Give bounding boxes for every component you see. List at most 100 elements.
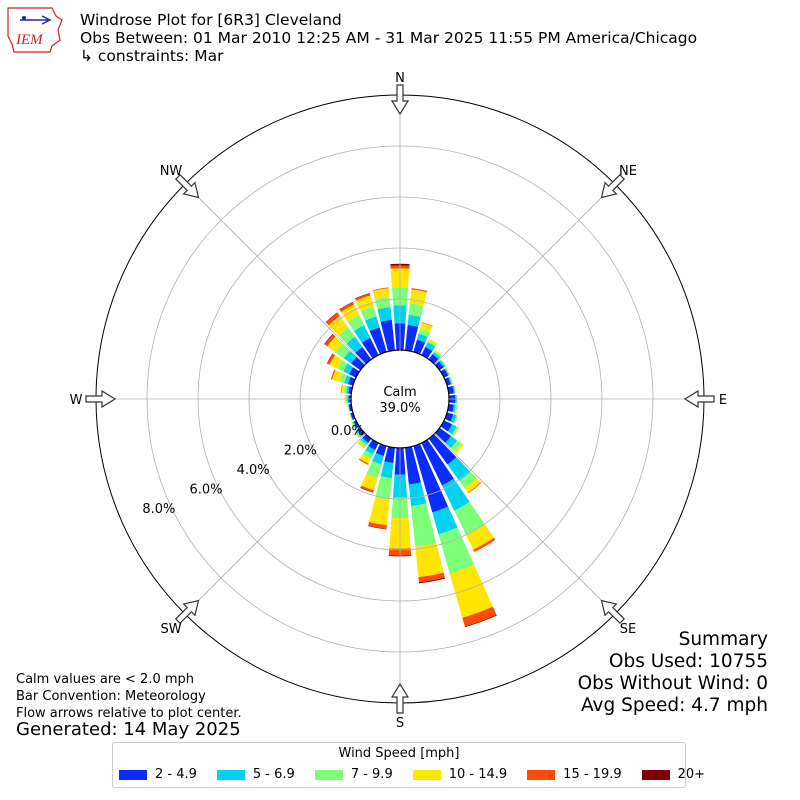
windrose-bar-segment [454,501,485,535]
windrose-bar-segment [420,322,433,333]
windrose-bar-segment [341,384,346,394]
windrose-bar-segment [447,385,454,394]
windrose-bar-segment [357,441,366,448]
windrose-bar-segment [350,412,356,421]
windrose-bar-segment [335,343,351,359]
windrose-bar-segment [357,427,365,436]
legend-swatch [119,769,147,780]
legend-item: 10 - 14.9 [412,767,508,782]
legend-swatch [216,769,245,780]
windrose-bar-segment [372,287,389,291]
windrose-bar-segment [380,461,394,479]
flow-arrow-icon [174,173,200,199]
windrose-bar-segment [361,473,378,491]
legend-item: 20+ [641,767,706,782]
windrose-bar-segment [432,352,441,360]
windrose-bar-segment [418,328,430,337]
windrose-bar-segment [453,385,456,394]
windrose-bar-segment [465,524,494,550]
windrose-bar-segment [384,446,395,463]
windrose-bar-segment [330,369,336,380]
windrose-bar-segment [434,350,443,357]
windrose-bar-segment [358,458,369,465]
windrose-bar-segment [405,446,421,485]
windrose-bar-segment [375,443,387,456]
legend-swatch [641,769,670,780]
note-calm: Calm values are < 2.0 mph [16,672,195,687]
windrose-bar-segment [408,303,424,317]
windrose-bar-segment [464,478,481,493]
windrose-bar-segment [438,360,446,368]
windrose-bar-segment [359,454,371,464]
direction-label: W [70,393,83,408]
windrose-bar-segment [452,385,456,394]
note-bar-convention: Bar Convention: Meteorology [16,689,206,704]
windrose-bar-segment [348,404,351,412]
legend-label: 20+ [677,767,706,782]
windrose-bar-segment [413,443,449,513]
windrose-bar-segment [421,439,454,486]
direction-label: NE [619,164,637,179]
spoke-gridline [434,433,616,615]
legend-item: 7 - 9.9 [314,767,393,782]
windrose-bar-segment [447,404,454,413]
windrose-bar-segment [455,404,458,414]
flow-arrow-icon [85,389,117,409]
windrose-bar-segment [445,367,451,375]
windrose-bar-segment [372,453,384,465]
direction-label: SW [160,622,181,637]
windrose-bar-segment [357,442,365,449]
chart-subtitle: Obs Between: 01 Mar 2010 12:25 AM - 31 M… [80,29,698,47]
windrose-bar-segment [343,350,357,364]
windrose-bar-segment [444,377,451,386]
windrose-bar-segment [452,426,459,436]
direction-label: N [395,71,405,86]
windrose-bar-segment [405,324,419,352]
logo-text: IEM [15,32,44,48]
flow-arrow-icon [683,389,715,409]
direction-label: S [396,716,404,731]
iem-logo: IEM [7,7,63,53]
flow-arrow-icon [174,599,200,625]
direction-label: NW [160,164,183,179]
windrose-bar-segment [375,476,392,500]
windrose-bar-segment [353,420,360,428]
radial-tick-label: 8.0% [142,502,175,517]
windrose-bar-segment [348,404,353,412]
windrose-bar-segment [359,439,367,447]
windrose-bar-segment [361,337,379,359]
windrose-bar-segment [450,440,462,452]
windrose-bar-segment [428,354,439,364]
windrose-bar-segment [435,361,444,371]
legend-item: 2 - 4.9 [119,767,197,782]
windrose-bar-segment [425,342,436,352]
legend-swatch [412,769,441,780]
windrose-bar-segment [447,424,457,435]
windrose-bar-segment [452,404,456,413]
legend-label: 5 - 6.9 [252,767,295,782]
windrose-bar-segment [332,370,343,382]
windrose-bar-segment [351,356,365,371]
windrose-bar-segment [329,355,343,369]
windrose-bar-segment [421,321,433,327]
windrose-bar-segment [416,333,428,343]
summary-avg-speed: Avg Speed: 4.7 mph [580,695,768,716]
legend-items: 2 - 4.9 5 - 6.9 7 - 9.9 10 - 14.9 15 - 19.9 2… [119,767,725,782]
windrose-bar-segment [421,346,433,359]
windrose-bar-segment [340,384,343,393]
windrose-bar-segment [369,497,390,526]
spoke-gridline [184,433,366,615]
windrose-bar-segment [473,537,496,553]
windrose-bar-segment [347,314,365,331]
generated-date: Generated: 14 May 2025 [16,719,241,740]
windrose-bar-segment [449,376,453,385]
windrose-bar-segment [347,404,350,412]
windrose-bar-segment [352,421,358,429]
legend-title: Wind Speed [mph] [338,746,460,761]
windrose-bar-segment [411,503,437,547]
windrose-bar-segment [448,376,453,385]
legend-label: 10 - 14.9 [448,767,508,782]
windrose-bar-segment [366,461,382,479]
windrose-bar-segment [409,289,427,306]
